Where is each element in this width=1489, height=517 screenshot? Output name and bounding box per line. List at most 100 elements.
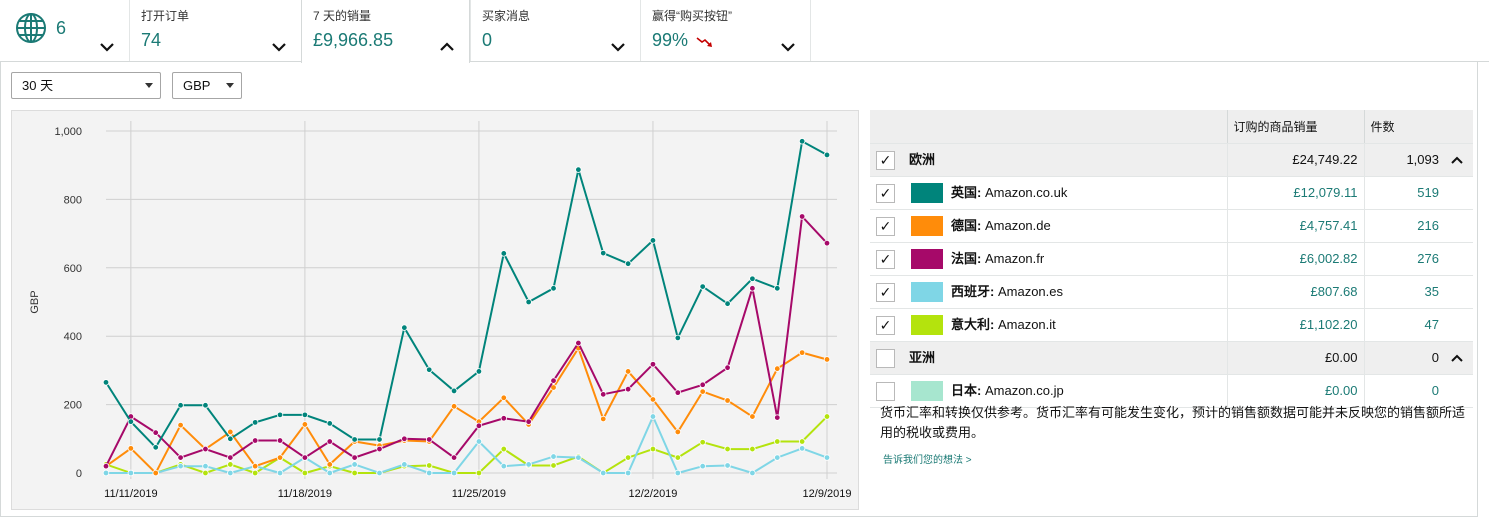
marketplace-row[interactable]: ✓ 英国: Amazon.co.uk £12,079.11 519 — [870, 176, 1473, 210]
data-point — [500, 250, 507, 257]
dropdown-arrow-icon — [226, 83, 234, 88]
marketplace-row[interactable]: ✓ 西班牙: Amazon.es £807.68 35 — [870, 275, 1473, 309]
data-point — [823, 239, 831, 247]
series-color-swatch — [911, 315, 943, 336]
period-select-value: 30 天 — [22, 78, 54, 93]
open-orders-tile[interactable]: 打开订单 74 — [129, 0, 301, 62]
buyer-messages-tile[interactable]: 买家消息 0 — [470, 0, 640, 62]
region-name: 欧洲 — [909, 151, 936, 167]
data-point — [624, 368, 632, 375]
data-point — [624, 454, 632, 461]
data-point — [500, 462, 507, 470]
marketplace-row[interactable]: ✓ 法国: Amazon.fr £6,002.82 276 — [870, 242, 1473, 276]
data-point — [774, 414, 781, 421]
data-point — [674, 389, 682, 396]
currency-note: 货币汇率和转换仅供参考。货币汇率有可能发生变化，预计的销售额数据可能并未反映您的… — [880, 405, 1466, 440]
data-point — [774, 285, 781, 292]
data-point — [152, 444, 159, 451]
data-point — [326, 469, 333, 477]
data-point — [475, 438, 483, 445]
data-point — [649, 361, 657, 368]
region-units-value: 1,093 — [1406, 152, 1439, 167]
region-checkbox[interactable] — [876, 349, 895, 369]
currency-select[interactable]: GBP — [172, 72, 242, 99]
data-point — [798, 445, 806, 452]
marketplace-checkbox[interactable] — [876, 381, 895, 401]
chevron-up-icon[interactable] — [1451, 354, 1463, 362]
data-point — [351, 469, 358, 477]
data-point — [251, 419, 259, 426]
series-line — [105, 139, 828, 450]
marketplace-row[interactable]: ✓ 德国: Amazon.de £4,757.41 216 — [870, 209, 1473, 243]
data-point — [127, 469, 135, 477]
marketplace-checkbox[interactable]: ✓ — [876, 183, 895, 203]
data-point — [326, 438, 333, 445]
buyer-messages-label: 买家消息 — [482, 9, 531, 23]
data-point — [649, 413, 657, 420]
buy-box-label: 赢得“购买按钮” — [652, 9, 732, 23]
series-color-swatch — [911, 249, 943, 270]
data-point — [500, 445, 507, 453]
data-point — [376, 445, 383, 453]
data-point — [724, 300, 731, 307]
marketplace-country: 日本: — [951, 382, 982, 398]
region-row[interactable]: ✓ 欧洲 £24,749.22 1,093 — [870, 143, 1473, 177]
data-point — [525, 461, 532, 468]
marketplace-checkbox[interactable]: ✓ — [876, 249, 895, 269]
marketplace-count: 6 — [56, 18, 67, 38]
sales-7d-tile[interactable]: 7 天的销量 £9,966.85 — [301, 0, 470, 63]
data-point — [276, 437, 284, 444]
data-point — [600, 249, 607, 257]
data-point — [301, 421, 309, 428]
x-tick-label: 11/11/2019 — [104, 488, 157, 500]
marketplace-checkbox[interactable]: ✓ — [876, 315, 895, 335]
chevron-down-icon[interactable] — [780, 42, 796, 52]
buy-box-tile[interactable]: 赢得“购买按钮” 99% — [640, 0, 811, 62]
marketplace-checkbox[interactable]: ✓ — [876, 282, 895, 302]
feedback-link[interactable]: 告诉我们您的想法 > — [883, 455, 972, 466]
data-point — [426, 469, 433, 477]
marketplace-site: Amazon.fr — [984, 250, 1045, 266]
data-point — [177, 454, 184, 461]
data-point — [823, 151, 831, 159]
marketplace-tile[interactable]: 6 — [0, 0, 129, 62]
y-tick-label: 600 — [64, 263, 82, 275]
data-point — [426, 462, 433, 469]
chevron-up-icon[interactable] — [439, 42, 455, 52]
data-point — [326, 420, 333, 427]
region-units: 1,093 — [1363, 143, 1473, 177]
data-point — [177, 421, 184, 429]
region-checkbox[interactable]: ✓ — [876, 151, 895, 171]
data-point — [500, 415, 507, 422]
x-tick-label: 12/2/2019 — [628, 488, 677, 500]
x-tick-label: 11/18/2019 — [278, 488, 332, 500]
data-point — [624, 386, 632, 393]
chevron-down-icon[interactable] — [610, 42, 626, 52]
marketplace-row[interactable]: 日本: Amazon.co.jp £0.00 0 — [870, 374, 1473, 408]
marketplace-units: 276 — [1363, 242, 1473, 276]
data-point — [475, 469, 483, 477]
chevron-up-icon[interactable] — [1451, 156, 1463, 164]
marketplace-units: 0 — [1363, 374, 1473, 408]
chevron-down-icon[interactable] — [99, 42, 115, 52]
data-point — [699, 462, 706, 470]
region-row[interactable]: 亚洲 £0.00 0 — [870, 341, 1473, 375]
y-tick-label: 200 — [64, 400, 82, 412]
data-point — [102, 379, 110, 386]
data-point — [575, 454, 582, 461]
series-color-swatch — [911, 216, 943, 237]
data-point — [724, 462, 731, 469]
data-point — [276, 454, 284, 461]
data-point — [823, 413, 831, 420]
marketplace-checkbox[interactable]: ✓ — [876, 216, 895, 236]
data-point — [251, 469, 259, 477]
period-select[interactable]: 30 天 — [11, 72, 161, 99]
chevron-down-icon[interactable] — [271, 42, 287, 52]
marketplace-row[interactable]: ✓ 意大利: Amazon.it £1,102.20 47 — [870, 308, 1473, 342]
buy-box-value: 99% — [652, 30, 689, 50]
data-point — [475, 422, 483, 430]
data-point — [152, 469, 159, 477]
data-point — [674, 469, 682, 477]
region-sales: £24,749.22 — [1226, 143, 1364, 177]
data-point — [227, 469, 234, 477]
